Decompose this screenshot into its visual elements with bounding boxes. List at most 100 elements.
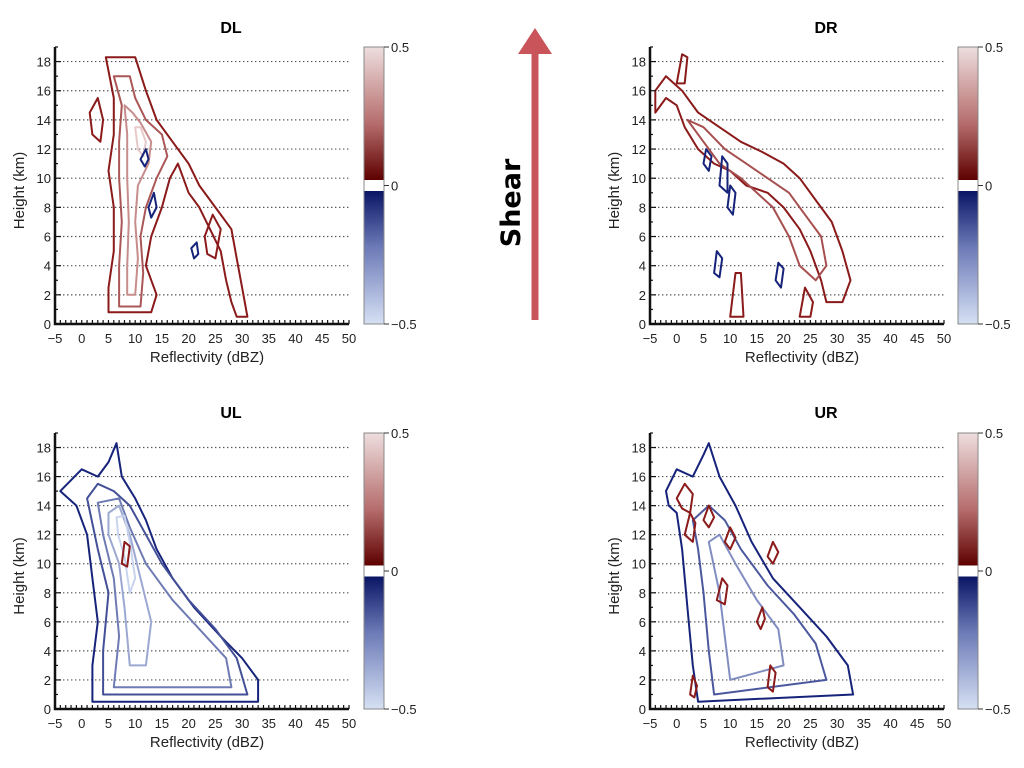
contour-positive-4 <box>88 97 105 143</box>
contour-negative-4 <box>115 514 137 594</box>
x-tick-label: 40 <box>883 331 897 346</box>
x-tick-label: 40 <box>288 716 302 731</box>
x-tick-label: 10 <box>723 331 737 346</box>
chart-title: UR <box>814 405 838 422</box>
contour-negative-6 <box>147 191 158 219</box>
y-tick-label: 6 <box>44 230 51 245</box>
contour-positive-5 <box>120 540 131 568</box>
x-tick-label: 5 <box>105 716 112 731</box>
x-tick-label: 40 <box>288 331 302 346</box>
chart-title: UL <box>220 405 242 422</box>
shear-label: Shear <box>496 158 527 247</box>
contour-positive-7 <box>766 540 780 565</box>
y-tick-label: 10 <box>632 171 646 186</box>
x-tick-label: 35 <box>262 716 276 731</box>
x-tick-label: 30 <box>235 716 249 731</box>
contour-negative-2 <box>707 533 785 681</box>
y-tick-label: 4 <box>639 259 646 274</box>
x-tick-label: −5 <box>48 716 63 731</box>
x-tick-label: 5 <box>700 716 707 731</box>
x-tick-label: 15 <box>155 331 169 346</box>
contour-negative-0 <box>59 442 260 703</box>
y-tick-label: 18 <box>37 441 51 456</box>
colorbar-tick-label: 0.5 <box>391 426 409 441</box>
x-axis-label: Reflectivity (dBZ) <box>150 349 264 366</box>
colorbar-tick-label: −0.5 <box>985 317 1011 332</box>
contour-negative-7 <box>702 148 713 172</box>
contour-positive-2 <box>123 104 153 296</box>
x-tick-label: 20 <box>181 331 195 346</box>
contour-positive-3 <box>729 272 745 318</box>
x-tick-label: 35 <box>262 331 276 346</box>
axis-lines <box>53 47 349 326</box>
contour-negative-8 <box>190 241 200 260</box>
y-tick-label: 8 <box>639 200 646 215</box>
colorbar <box>957 432 979 710</box>
x-axis-label: Reflectivity (dBZ) <box>150 734 264 751</box>
chart-title: DR <box>814 20 838 37</box>
x-tick-label: 45 <box>910 716 924 731</box>
colorbar-tick-label: −0.5 <box>391 702 417 717</box>
y-tick-label: 12 <box>37 528 51 543</box>
x-axis-label: Reflectivity (dBZ) <box>745 349 859 366</box>
contour-positive-3 <box>675 482 694 514</box>
y-tick-label: 18 <box>632 441 646 456</box>
contour-positive-4 <box>683 511 697 543</box>
y-tick-label: 4 <box>639 644 646 659</box>
x-tick-label: 20 <box>776 331 790 346</box>
y-tick-label: 2 <box>44 673 51 688</box>
colorbar-tick-label: 0.5 <box>391 40 409 55</box>
y-tick-label: 4 <box>44 644 51 659</box>
y-tick-label: 16 <box>632 470 646 485</box>
colorbar-tick-label: 0.5 <box>985 426 1003 441</box>
y-tick-label: 0 <box>44 317 51 332</box>
y-tick-label: 2 <box>639 673 646 688</box>
colorbar-tick-label: 0 <box>391 179 398 194</box>
contour-positive-4 <box>798 286 814 318</box>
x-tick-label: 25 <box>208 331 222 346</box>
contour-positive-2 <box>675 53 689 85</box>
contour-positive-9 <box>755 606 766 631</box>
y-tick-label: 0 <box>639 702 646 717</box>
axis-lines <box>648 47 944 326</box>
y-tick-label: 10 <box>37 171 51 186</box>
x-tick-label: 5 <box>700 331 707 346</box>
x-tick-label: 50 <box>937 716 951 731</box>
x-tick-label: 45 <box>910 331 924 346</box>
y-axis-label: Height (km) <box>11 537 28 615</box>
x-tick-label: 50 <box>342 331 356 346</box>
y-axis-label: Height (km) <box>11 152 28 230</box>
y-tick-label: 14 <box>632 113 646 128</box>
contour-positive-5 <box>702 504 716 529</box>
contour-negative-7 <box>139 148 150 168</box>
x-tick-label: 25 <box>803 716 817 731</box>
y-tick-label: 4 <box>44 259 51 274</box>
y-tick-label: 6 <box>44 615 51 630</box>
colorbar-tick-label: −0.5 <box>985 702 1011 717</box>
x-tick-label: 15 <box>750 716 764 731</box>
y-tick-label: 18 <box>632 55 646 70</box>
contour-negative-1 <box>691 504 828 696</box>
x-tick-label: 20 <box>181 716 195 731</box>
contour-positive-1 <box>112 75 169 308</box>
y-tick-label: 18 <box>37 55 51 70</box>
x-tick-label: 10 <box>128 716 142 731</box>
colorbar-tick-label: 0 <box>391 564 398 579</box>
x-tick-label: 25 <box>803 331 817 346</box>
y-tick-label: 12 <box>37 142 51 157</box>
contour-negative-0 <box>665 442 855 703</box>
chart-panel-ur: UR−5 0 5 10 15 20 25 30 35 40 45 50024681012141618R… <box>606 405 1011 751</box>
contour-negative-8 <box>774 261 785 289</box>
contour-positive-0 <box>104 56 249 318</box>
contour-positive-8 <box>715 577 729 606</box>
x-tick-label: 30 <box>830 716 844 731</box>
contour-positive-3 <box>134 126 147 158</box>
contour-positive-11 <box>766 664 777 693</box>
contour-negative-9 <box>713 250 724 279</box>
x-tick-label: 35 <box>857 716 871 731</box>
x-tick-label: 10 <box>128 331 142 346</box>
y-tick-label: 14 <box>632 499 646 514</box>
y-tick-label: 12 <box>632 528 646 543</box>
x-axis-label: Reflectivity (dBZ) <box>745 734 859 751</box>
colorbar <box>957 46 979 325</box>
